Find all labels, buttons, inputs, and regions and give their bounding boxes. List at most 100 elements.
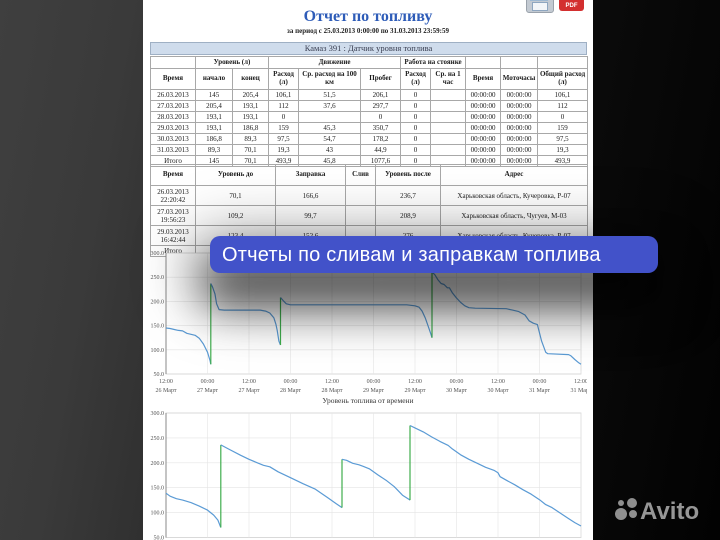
table-cell: 208,9 [375,205,441,226]
table-cell: 00:00:00 [500,133,539,145]
table-cell: 97,5 [537,133,589,145]
table-header-row: Время Уровень до Заправка Слив Уровень после… [150,164,588,186]
table-cell: 00:00:00 [500,111,539,123]
table-cell: 70,1 [232,144,269,156]
x-axis-date-label: 27 Март [238,388,259,394]
report-page: PDF Отчет по топливу за период с 25.03.2… [143,0,593,540]
avito-logo-text: Avito [640,498,700,525]
column-header-cell: Расход (л) [268,68,299,90]
y-axis-label: 100.0 [151,348,165,354]
table-row: 27.03.2013 19:56:23 109,2 99,7 208,9 Харьков… [150,205,588,226]
column-header-cell: Уровень после [375,164,441,186]
x-axis-date-label: 30 Март [446,388,467,394]
report-toolbar: PDF [526,0,584,13]
fuel-level-line [210,283,282,346]
table-cell: 30.03.2013 [150,133,196,145]
column-header-cell: Общий расход (л) [537,68,589,90]
x-axis-time-label: 12:00 [408,379,422,385]
x-axis-date-label: 28 Март [280,388,301,394]
x-axis-date-label: 26 Март [155,388,176,394]
table-cell: Харьковская область, Чугуев, М-03 [440,205,588,226]
table-cell: 00:00:00 [465,122,502,134]
promo-banner-text: Отчеты по сливам и заправкам топлива [222,243,601,266]
group-header-cell [465,56,502,69]
table-cell: 00:00:00 [465,144,502,156]
table-cell [430,144,467,156]
x-axis-time-label: 12:00 [574,379,587,385]
y-axis-label: 250.0 [151,436,165,442]
table-row: 28.03.2013 193,1 193,1 0 0 0 00:00:00 00:00:00 0 [150,111,589,123]
x-axis-time-label: 00:00 [367,379,381,385]
table-cell: 27.03.2013 [150,100,196,112]
table-cell: 26.03.2013 [150,89,196,101]
table-cell: 51,5 [298,89,361,101]
table-row: 29.03.2013 193,1 186,8 159 45,3 350,7 0 00:00:0… [150,122,589,134]
x-axis-time-label: 12:00 [491,379,505,385]
table-cell: 0 [400,122,432,134]
fuel-level-chart-2: 300.0 250.0 200.0 150.0 100.0 50.0 [151,411,582,540]
x-axis-time-label: 12:00 [159,379,173,385]
column-header-cell: Уровень до [195,164,276,186]
table-cell: 43 [298,144,361,156]
table-row: 26.03.2013 22:20:42 70,1 166,6 236,7 Харьков… [150,185,588,206]
table-cell: 0 [400,133,432,145]
table-cell [298,111,361,123]
table-cell: 37,6 [298,100,361,112]
column-header-cell: Слив [345,164,376,186]
table-cell: 31.03.2013 [150,144,196,156]
table-cell: 70,1 [195,185,276,206]
table-cell: 29.03.2013 16:42:44 [150,225,196,246]
x-axis-date-label: 31 Март [570,388,587,394]
table-row: 30.03.2013 186,8 89,3 97,5 54,7 178,2 0 00:00:0… [150,133,589,145]
y-axis-label: 150.0 [151,324,165,330]
table-cell: 27.03.2013 19:56:23 [150,205,196,226]
table-cell: 00:00:00 [500,100,539,112]
x-axis-time-label: 00:00 [450,379,464,385]
fuel-level-line [165,492,222,528]
table-header-row: Время начало конец Расход (л) Ср. расход на … [150,68,589,90]
avito-logo-icon [627,498,637,508]
table-cell: 159 [537,122,589,134]
printer-icon[interactable] [526,0,554,13]
table-cell [345,185,376,206]
y-axis-label: 50.0 [154,372,165,378]
table-cell: 109,2 [195,205,276,226]
x-axis-date-label: 29 Март [363,388,384,394]
table-cell [430,133,467,145]
vehicle-section-header: Камаз 391 : Датчик уровня топлива [150,42,587,55]
y-axis-label: 250.0 [151,275,165,281]
table-cell: 112 [537,100,589,112]
table-cell: 0 [400,100,432,112]
table-cell: 00:00:00 [465,100,502,112]
table-cell: 00:00:00 [465,89,502,101]
column-header-cell: Адрес [440,164,588,186]
table-cell [430,89,467,101]
table-cell: 0 [400,89,432,101]
pdf-export-icon[interactable]: PDF [559,0,584,11]
y-axis-label: 200.0 [151,299,165,305]
x-axis-time-label: 00:00 [533,379,547,385]
group-header-cell: Работа на стоянке [400,56,467,69]
table-cell: 99,7 [275,205,346,226]
table-cell: 44,9 [359,144,402,156]
fuel-level-line [280,297,433,338]
column-header-cell: Время [150,164,196,186]
group-header-cell [500,56,539,69]
table-cell: 350,7 [359,122,402,134]
table-cell: 0 [537,111,589,123]
x-axis-time-label: 12:00 [325,379,339,385]
group-header-cell [537,56,589,69]
table-cell: 19,3 [537,144,589,156]
table-cell: 00:00:00 [465,133,502,145]
table-cell: 205,4 [232,89,269,101]
table-cell: 0 [400,144,432,156]
table-cell: 0 [268,111,299,123]
y-axis-label: 150.0 [151,486,165,492]
table-cell: 89,3 [232,133,269,145]
x-axis-date-label: 31 Март [529,388,550,394]
refuels-drains-table: Время Уровень до Заправка Слив Уровень после… [150,164,588,257]
daily-fuel-table: Уровень (л) Движение Работа на стоянке Врем… [150,56,589,167]
table-cell: 00:00:00 [465,111,502,123]
